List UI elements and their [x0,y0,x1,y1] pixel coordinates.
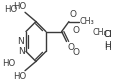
Text: Cl: Cl [103,30,112,39]
Text: N: N [19,47,25,56]
Text: O: O [68,43,75,52]
Text: Cl: Cl [103,30,112,39]
Text: HO: HO [4,5,17,14]
Text: CH₃: CH₃ [93,28,108,37]
Text: HO: HO [14,2,27,11]
Text: H: H [104,43,111,52]
Text: O: O [73,26,80,35]
Text: O: O [69,10,76,19]
Text: HO: HO [14,72,27,81]
Text: CH₃: CH₃ [80,17,95,26]
Text: HO: HO [3,59,16,68]
Text: H: H [104,41,111,50]
Text: O: O [73,48,80,57]
Text: N: N [17,37,24,46]
